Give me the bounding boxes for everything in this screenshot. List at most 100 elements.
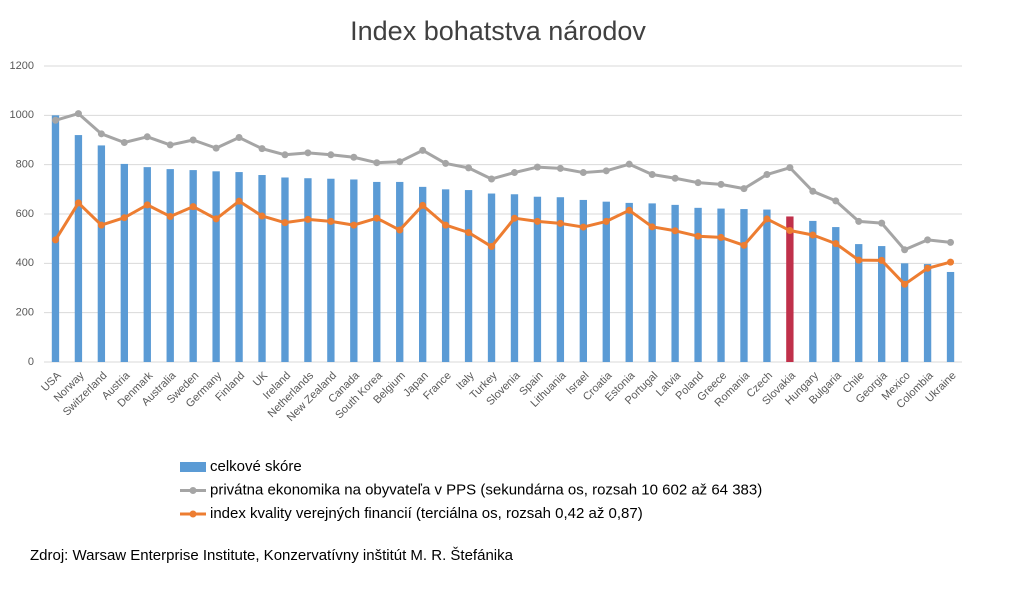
line-marker [120,138,128,146]
line-marker [740,185,748,193]
bar [717,208,725,362]
legend-swatch [180,462,206,472]
line-marker [763,171,771,179]
legend-marker [189,510,197,518]
line-marker [419,146,427,154]
line-marker [212,144,220,152]
bar [510,194,519,362]
line-marker [717,233,725,241]
bar [786,216,794,362]
bar [832,227,840,362]
line-marker [51,116,59,124]
line-marker [304,215,312,223]
bar [464,190,473,362]
bar [373,181,381,362]
line-marker [602,167,610,175]
bar [327,178,335,362]
line-marker [235,197,243,205]
line-marker [901,246,909,254]
bar [441,189,450,362]
chart-title: Index bohatstva národov [350,16,646,46]
bar [694,207,702,362]
line-marker [488,175,496,183]
line-marker [189,136,197,144]
line-marker [396,158,404,166]
line-marker [510,214,518,222]
line-marker [373,214,381,222]
line-marker [166,141,174,149]
bar [855,244,863,362]
bar [235,172,243,362]
line-marker [97,221,105,229]
bar [602,201,610,362]
bar [648,203,656,362]
line-marker [304,149,312,157]
line-marker [878,219,886,227]
bar [304,178,312,362]
bar [258,175,266,362]
line-marker [281,219,289,227]
line-marker [442,221,450,229]
line-marker [671,174,679,182]
bar [556,197,565,362]
line-marker [855,256,863,264]
y-tick-label: 1000 [10,109,34,121]
line [54,199,951,286]
bar [281,177,289,362]
line-marker [212,215,220,223]
line-marker [258,145,266,153]
line-marker [694,232,702,240]
legend-marker [189,487,197,494]
bar [533,196,542,362]
line-marker [786,227,794,235]
line-marker [809,231,817,239]
legend-item: index kvality verejných financií (terciá… [180,505,643,522]
bar [763,209,771,362]
line-marker [809,187,817,195]
line-marker [488,243,496,251]
line-marker [419,201,427,209]
line-marker [878,256,886,264]
line-marker [143,201,151,209]
y-tick-label: 0 [28,356,34,368]
bar [740,209,748,362]
bar [120,163,128,362]
line-marker [350,221,358,229]
line-marker [579,223,587,231]
line-marker [947,258,955,266]
line-marker [143,133,151,141]
line-marker [533,163,541,171]
bar [671,204,679,362]
line-marker [855,217,863,225]
source: Zdroj: Warsaw Enterprise Institute, Konz… [30,547,514,564]
line-marker [671,227,679,235]
line-marker [533,217,541,225]
line-marker [648,223,656,231]
legend-label: celkové skóre [210,458,302,475]
line-marker [235,134,243,142]
line-marker [120,214,128,222]
bar [212,171,220,362]
line-marker [327,151,335,159]
line-marker [579,169,587,177]
line-marker [832,240,840,248]
bar [97,145,106,362]
line-marker [556,219,564,227]
line-marker [74,199,82,207]
line [55,112,951,252]
line-marker [947,238,955,246]
legend-label: index kvality verejných financií (terciá… [210,505,643,522]
line-marker [694,179,702,187]
line-marker [373,159,381,167]
line-marker [786,164,794,172]
line-marker [465,229,473,236]
bar [900,263,909,362]
line-marker [740,241,748,249]
line-marker [442,159,450,167]
bar [419,186,427,362]
bar [625,202,633,362]
bar [579,199,587,362]
line-marker [350,153,358,161]
line-marker [763,215,771,223]
line-marker [258,212,266,220]
